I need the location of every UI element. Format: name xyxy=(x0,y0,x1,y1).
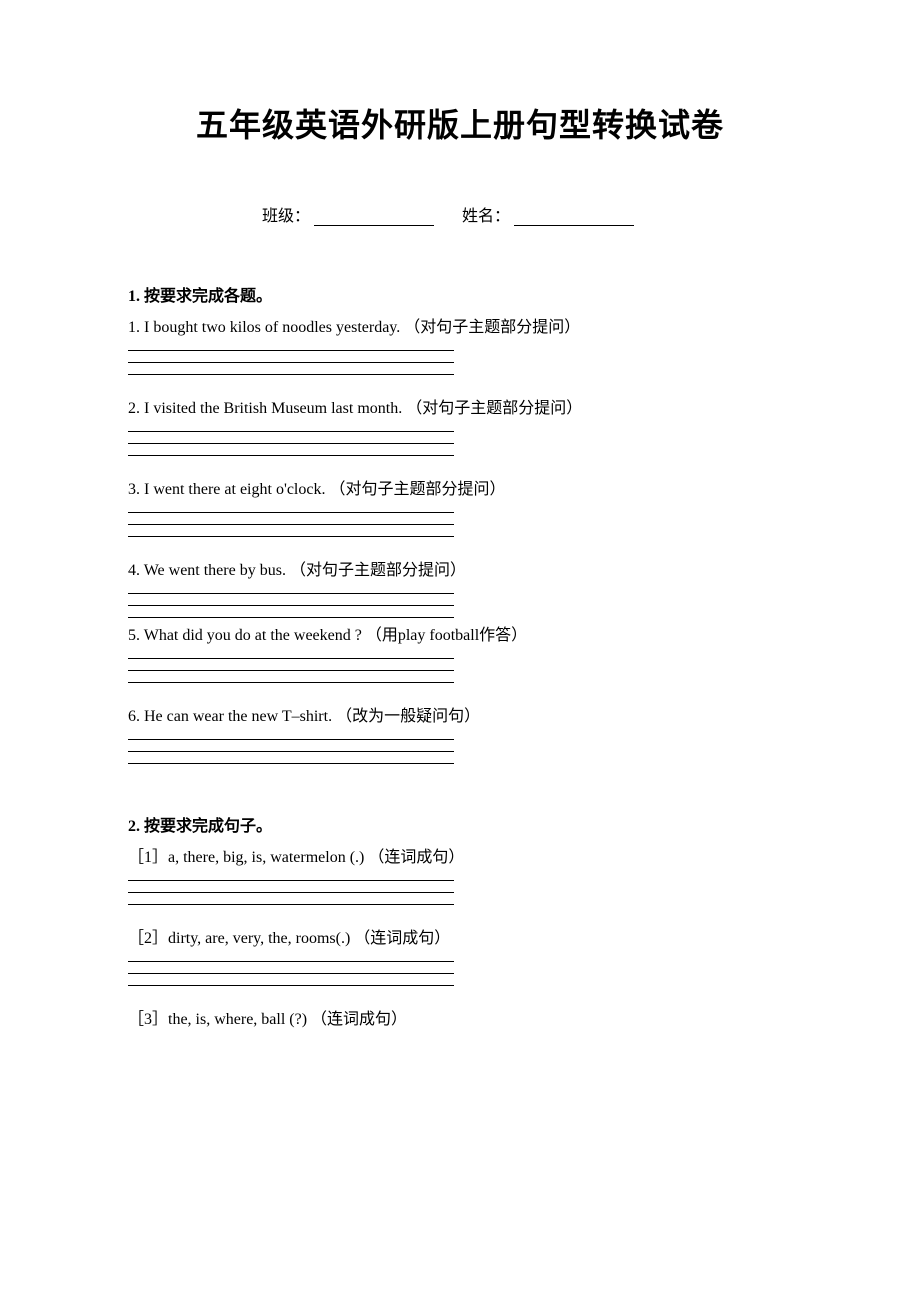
name-label: 姓名： xyxy=(462,208,510,225)
s2-q3: ［3］the, is, where, ball (?) （连词成句） xyxy=(128,1008,792,1032)
answer-lines[interactable] xyxy=(128,587,792,618)
answer-lines[interactable] xyxy=(128,652,792,683)
s1-q1: 1. I bought two kilos of noodles yesterd… xyxy=(128,316,792,340)
section1-heading: 1. 按要求完成各题。 xyxy=(128,282,792,306)
s1-q4: 4. We went there by bus. （对句子主题部分提问） xyxy=(128,559,792,583)
page-title: 五年级英语外研版上册句型转换试卷 xyxy=(128,100,792,146)
s2-q2: ［2］dirty, are, very, the, rooms(.) （连词成句… xyxy=(128,927,792,951)
answer-lines[interactable] xyxy=(128,506,792,537)
answer-lines[interactable] xyxy=(128,425,792,456)
s1-q3: 3. I went there at eight o'clock. （对句子主题… xyxy=(128,478,792,502)
s2-q1: ［1］a, there, big, is, watermelon (.) （连词… xyxy=(128,846,792,870)
s1-q6: 6. He can wear the new T–shirt. （改为一般疑问句… xyxy=(128,705,792,729)
name-blank[interactable] xyxy=(514,210,634,226)
meta-row: 班级： 姓名： xyxy=(128,202,792,226)
answer-lines[interactable] xyxy=(128,955,792,986)
answer-lines[interactable] xyxy=(128,733,792,764)
class-label: 班级： xyxy=(262,208,310,225)
section2-heading: 2. 按要求完成句子。 xyxy=(128,812,792,836)
answer-lines[interactable] xyxy=(128,344,792,375)
answer-lines[interactable] xyxy=(128,874,792,905)
s1-q2: 2. I visited the British Museum last mon… xyxy=(128,397,792,421)
class-blank[interactable] xyxy=(314,210,434,226)
s1-q5: 5. What did you do at the weekend ? （用pl… xyxy=(128,624,792,648)
